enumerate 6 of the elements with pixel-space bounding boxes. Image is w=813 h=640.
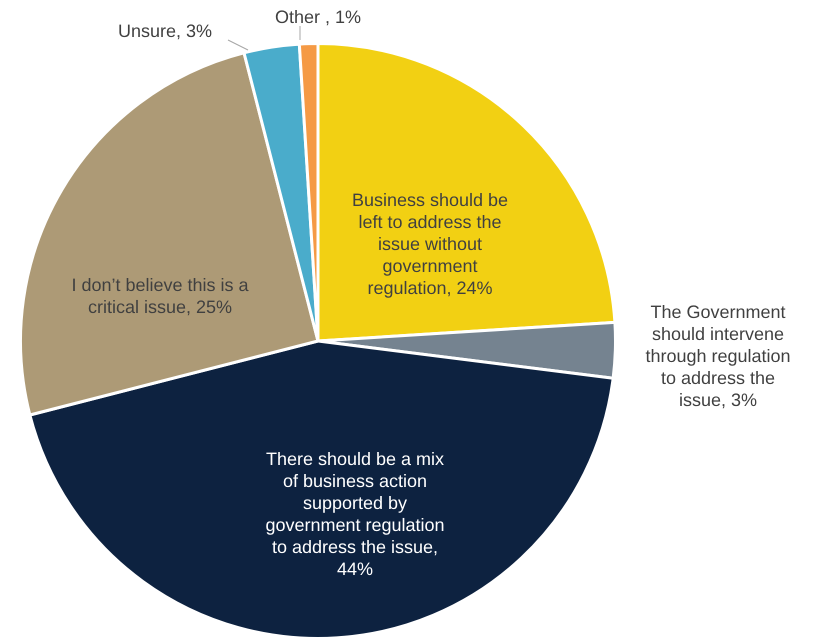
slice-label: I don’t believe this is a critical issue, 25% xyxy=(71,274,250,317)
slice-label: There should be a mix of business action supported by government regulation to address the issue, 44% xyxy=(265,448,445,579)
slice-label: The Government should intervene through regulation to address the issue, 3% xyxy=(645,302,791,410)
slice-label: Other , 1% xyxy=(274,6,362,27)
slice-label: Unsure, 3% xyxy=(118,20,212,41)
slice-label: Business should be left to address the issue without government regulation, 24% xyxy=(352,190,508,298)
